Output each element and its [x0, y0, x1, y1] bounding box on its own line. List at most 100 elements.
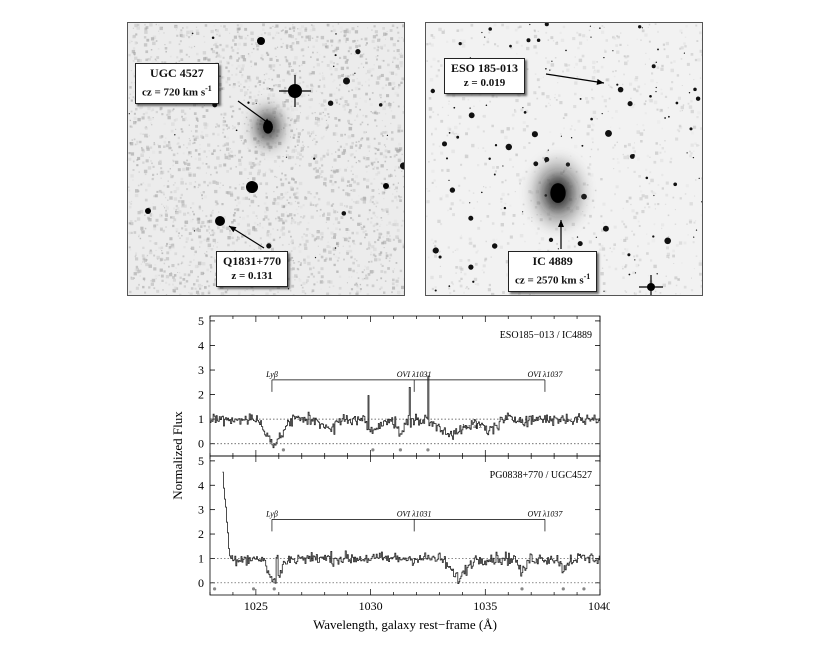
- star: [686, 152, 688, 154]
- star: [634, 272, 637, 274]
- panel-frame: [209, 455, 601, 596]
- star: [174, 134, 176, 136]
- star: [616, 83, 619, 86]
- callout-q1831-value: z = 0.131: [231, 270, 273, 282]
- y-tick-label: 5: [198, 454, 204, 468]
- star: [445, 157, 449, 160]
- absorption-marker: [426, 448, 430, 452]
- star: [285, 156, 288, 158]
- star: [655, 86, 657, 89]
- star: [627, 101, 633, 107]
- star: [664, 117, 666, 119]
- star: [649, 94, 652, 98]
- star: [557, 248, 559, 250]
- star: [547, 149, 549, 151]
- star: [590, 117, 593, 121]
- star: [664, 237, 672, 245]
- star: [468, 264, 474, 270]
- star: [548, 237, 554, 243]
- star: [355, 48, 361, 55]
- star: [645, 176, 649, 180]
- star: [577, 241, 583, 247]
- line-id-label: Lyβ: [265, 370, 278, 379]
- star: [386, 134, 389, 137]
- panel-annotation: Lyα at z: [462, 424, 482, 430]
- star: [247, 101, 250, 104]
- absorption-marker: [520, 587, 524, 591]
- star: [448, 179, 450, 182]
- star: [438, 255, 442, 259]
- star: [693, 87, 697, 92]
- x-tick-label: 1040: [588, 599, 610, 613]
- y-tick-label: 4: [198, 478, 204, 492]
- absorption-marker: [281, 448, 286, 452]
- y-tick-label: 2: [198, 388, 204, 402]
- star: [266, 243, 272, 249]
- star: [595, 236, 597, 238]
- star: [695, 229, 698, 231]
- star: [491, 243, 498, 249]
- star: [327, 100, 334, 106]
- star: [255, 102, 257, 104]
- star: [448, 132, 451, 134]
- bright-star: [215, 216, 225, 226]
- star: [449, 187, 456, 193]
- star: [469, 107, 471, 109]
- galaxy-nucleus: [550, 183, 566, 203]
- star: [655, 91, 657, 93]
- star: [695, 96, 701, 101]
- callout-arrowhead: [229, 226, 237, 233]
- absorption-marker: [251, 587, 256, 591]
- star: [335, 33, 337, 35]
- star: [673, 182, 678, 187]
- line-id-label: Lyβ: [265, 509, 278, 518]
- y-tick-label: 1: [198, 412, 204, 426]
- star: [430, 88, 435, 94]
- star: [453, 106, 456, 109]
- star: [235, 129, 238, 132]
- star: [603, 290, 605, 292]
- star: [342, 77, 351, 85]
- y-tick-label: 2: [198, 527, 204, 541]
- star: [675, 101, 679, 105]
- callout-arrowhead: [263, 118, 271, 125]
- star: [657, 48, 659, 51]
- star: [191, 32, 194, 35]
- star: [656, 273, 658, 275]
- star: [334, 247, 337, 249]
- spectrum-line: [210, 375, 600, 449]
- callout-arrowhead: [596, 78, 604, 85]
- star: [683, 52, 685, 54]
- bright-star: [145, 208, 151, 214]
- x-tick-label: 1030: [359, 599, 383, 613]
- star: [655, 61, 657, 63]
- bright-star: [383, 183, 389, 189]
- star: [599, 27, 601, 29]
- absorption-marker: [212, 587, 217, 591]
- star: [601, 112, 603, 115]
- star: [549, 69, 551, 71]
- star: [434, 289, 437, 292]
- y-tick-label: 0: [198, 576, 204, 590]
- stars: [128, 32, 404, 290]
- spectrum-line: [222, 471, 600, 584]
- absorption-marker: [272, 587, 276, 591]
- star: [488, 157, 491, 160]
- star: [287, 288, 290, 290]
- spectrum-panel: 0 1 2 3 4 5 Lyβ OVI λ1031 OVI λ1037 PG0838+770 / …: [198, 454, 601, 596]
- spectrum-panel: 0 1 2 3 4 5 Lyβ OVI λ1031 OVI λ1037 ESO185−013 / …: [198, 314, 601, 457]
- star: [509, 44, 512, 48]
- star: [576, 236, 579, 238]
- callout-eso185: ESO 185-013 z = 0.019: [444, 58, 526, 94]
- callout-ic4889-value: cz = 2570 km s-1: [515, 272, 591, 287]
- callout-ic4889: IC 4889 cz = 2570 km s-1: [508, 251, 598, 292]
- star: [570, 137, 573, 139]
- star: [605, 129, 612, 137]
- star: [502, 165, 504, 167]
- y-tick-label: 5: [198, 314, 204, 328]
- star: [314, 257, 317, 259]
- star: [581, 144, 584, 147]
- star: [602, 225, 609, 232]
- panel-title: PG0838+770 / UGC4527: [490, 470, 592, 481]
- star: [529, 23, 531, 26]
